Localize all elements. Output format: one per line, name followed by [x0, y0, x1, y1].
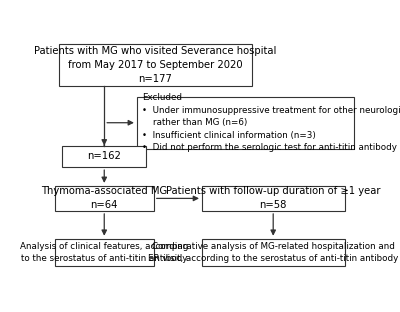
Text: n=162: n=162 — [87, 151, 121, 161]
Text: Thymoma-associated MG
n=64: Thymoma-associated MG n=64 — [41, 186, 167, 210]
FancyBboxPatch shape — [202, 239, 344, 266]
FancyBboxPatch shape — [55, 239, 154, 266]
Text: Analysis of clinical features, according
to the serostatus of anti-titin antibod: Analysis of clinical features, according… — [20, 242, 188, 263]
FancyBboxPatch shape — [59, 44, 252, 86]
FancyBboxPatch shape — [62, 145, 146, 167]
Text: Patients with MG who visited Severance hospital
from May 2017 to September 2020
: Patients with MG who visited Severance h… — [34, 46, 276, 84]
FancyBboxPatch shape — [137, 97, 354, 149]
Text: Comparative analysis of MG-related hospitalization and
ER visit, according to th: Comparative analysis of MG-related hospi… — [148, 242, 398, 263]
FancyBboxPatch shape — [55, 186, 154, 211]
Text: Patients with follow-up duration of ≥1 year
n=58: Patients with follow-up duration of ≥1 y… — [166, 186, 380, 210]
FancyBboxPatch shape — [202, 186, 344, 211]
Text: Excluded
•  Under immunosuppressive treatment for other neurologic disease
    r: Excluded • Under immunosuppressive treat… — [142, 93, 400, 152]
